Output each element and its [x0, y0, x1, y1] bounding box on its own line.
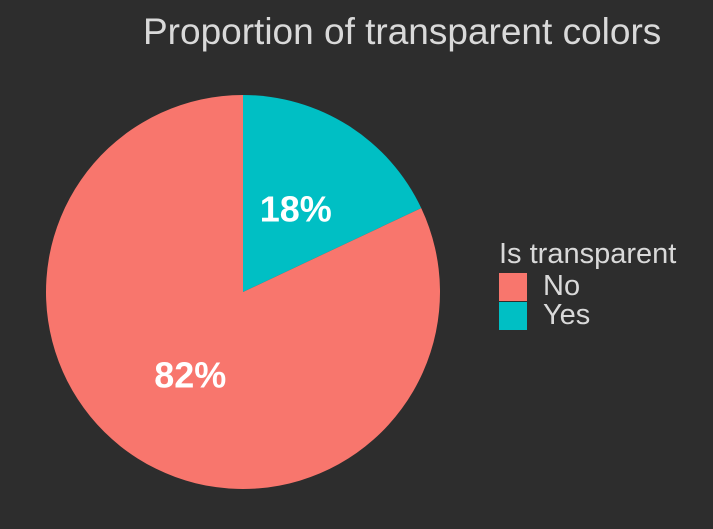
- chart-title: Proportion of transparent colors: [143, 11, 662, 52]
- legend-label-yes: Yes: [543, 299, 591, 331]
- legend-item-yes: Yes: [499, 301, 676, 330]
- legend-key-no: [499, 272, 527, 301]
- pie-slice-no: [45, 95, 440, 489]
- pie-slice-yes: [243, 95, 422, 292]
- data-label-no: 82%: [154, 355, 226, 396]
- legend: Is transparent No Yes: [499, 236, 676, 330]
- legend-label-no: No: [543, 270, 581, 302]
- legend-title: Is transparent: [499, 238, 677, 270]
- legend-item-no: No: [499, 272, 676, 301]
- legend-key-yes: [499, 301, 527, 330]
- data-label-yes: 18%: [260, 188, 332, 229]
